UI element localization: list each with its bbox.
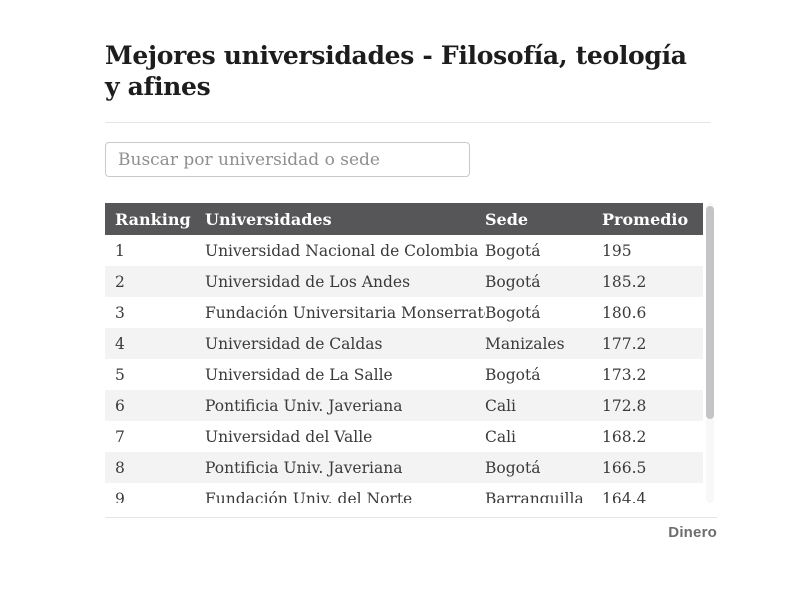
cell-universidad: Universidad de La Salle <box>205 365 393 384</box>
cell-promedio: 166.5 <box>602 458 647 477</box>
cell-promedio: 173.2 <box>602 365 647 384</box>
footer-divider <box>105 517 717 518</box>
cell-sede: Bogotá <box>485 458 541 477</box>
cell-universidad: Universidad de Caldas <box>205 334 383 353</box>
title-divider <box>105 122 711 123</box>
cell-sede: Bogotá <box>485 272 541 291</box>
cell-sede: Cali <box>485 396 517 415</box>
cell-ranking: 4 <box>115 334 125 353</box>
table-row: 6 Pontificia Univ. Javeriana Cali 172.8 <box>105 390 703 421</box>
cell-universidad: Pontificia Univ. Javeriana <box>205 458 403 477</box>
cell-ranking: 7 <box>115 427 125 446</box>
cell-promedio: 168.2 <box>602 427 647 446</box>
cell-promedio: 172.8 <box>602 396 647 415</box>
source-attribution: Dinero <box>668 524 717 541</box>
table-row: 1 Universidad Nacional de Colombia Bogot… <box>105 235 703 266</box>
cell-promedio: 177.2 <box>602 334 647 353</box>
table-header-row: Ranking Universidades Sede Promedio <box>105 203 703 235</box>
table-row: 3 Fundación Universitaria Monserrate Bog… <box>105 297 703 328</box>
column-header-universidades[interactable]: Universidades <box>205 209 332 229</box>
cell-sede: Cali <box>485 427 517 446</box>
cell-ranking: 8 <box>115 458 125 477</box>
column-header-promedio[interactable]: Promedio <box>602 209 689 229</box>
cell-ranking: 6 <box>115 396 125 415</box>
cell-universidad: Universidad Nacional de Colombia <box>205 241 479 260</box>
cell-ranking: 5 <box>115 365 125 384</box>
table-row: 5 Universidad de La Salle Bogotá 173.2 <box>105 359 703 390</box>
cell-ranking: 9 <box>115 489 125 504</box>
cell-ranking: 1 <box>115 241 125 260</box>
cell-promedio: 180.6 <box>602 303 647 322</box>
scrollbar-thumb[interactable] <box>706 206 714 419</box>
search-input[interactable] <box>105 142 470 177</box>
table-row: 9 Fundación Univ. del Norte Barranquilla… <box>105 483 703 503</box>
cell-universidad: Fundación Univ. del Norte <box>205 489 413 504</box>
table-scrollbar[interactable] <box>706 203 714 503</box>
cell-ranking: 2 <box>115 272 125 291</box>
table-row: 7 Universidad del Valle Cali 168.2 <box>105 421 703 452</box>
cell-promedio: 164.4 <box>602 489 647 504</box>
cell-sede: Manizales <box>485 334 565 353</box>
table-body[interactable]: 1 Universidad Nacional de Colombia Bogot… <box>105 235 703 503</box>
page-title: Mejores universidades - Filosofía, teolo… <box>105 41 687 101</box>
column-header-sede[interactable]: Sede <box>485 209 529 229</box>
table-row: 4 Universidad de Caldas Manizales 177.2 <box>105 328 703 359</box>
table-row: 8 Pontificia Univ. Javeriana Bogotá 166.… <box>105 452 703 483</box>
cell-universidad: Universidad de Los Andes <box>205 272 411 291</box>
column-header-ranking[interactable]: Ranking <box>115 209 191 229</box>
cell-sede: Barranquilla <box>485 489 584 504</box>
cell-universidad: Universidad del Valle <box>205 427 373 446</box>
cell-promedio: 195 <box>602 241 632 260</box>
cell-promedio: 185.2 <box>602 272 647 291</box>
cell-sede: Bogotá <box>485 303 541 322</box>
cell-sede: Bogotá <box>485 241 541 260</box>
cell-universidad: Pontificia Univ. Javeriana <box>205 396 403 415</box>
cell-universidad: Fundación Universitaria Monserrate <box>205 303 485 322</box>
table-row: 2 Universidad de Los Andes Bogotá 185.2 <box>105 266 703 297</box>
cell-ranking: 3 <box>115 303 125 322</box>
ranking-table: Ranking Universidades Sede Promedio 1 Un… <box>105 203 714 503</box>
cell-sede: Bogotá <box>485 365 541 384</box>
